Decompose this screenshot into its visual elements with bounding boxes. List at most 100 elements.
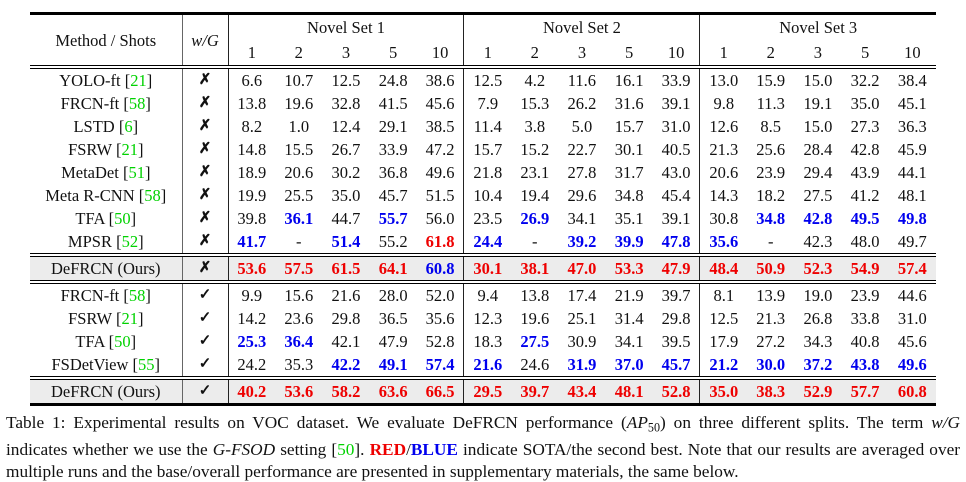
score-cell: 27.3: [850, 117, 880, 136]
score-cell: 35.0: [699, 378, 748, 405]
score-cell: 31.9: [558, 353, 606, 380]
score-cell: 26.9: [520, 209, 550, 228]
citation-ref[interactable]: 58: [128, 286, 146, 305]
score-cell: 45.9: [897, 140, 927, 159]
shot-column-header: 5: [369, 40, 417, 69]
citation-ref[interactable]: 50: [114, 332, 131, 351]
score-cell: 38.4: [897, 71, 927, 90]
table-row: TFA [50] ✓ 25.3 36.4 42.1 47.9 52.8 18.3 27.5 30.…: [30, 330, 936, 353]
method-name: YOLO-ft [21]: [59, 71, 153, 90]
citation-ref[interactable]: 58: [128, 94, 146, 113]
score-cell: 20.6: [284, 163, 314, 182]
score-cell: 9.4: [463, 282, 512, 307]
score-cell: 61.5: [322, 255, 370, 284]
score-cell: 29.1: [378, 117, 408, 136]
citation-ref[interactable]: 50: [114, 209, 131, 228]
score-cell: -: [275, 230, 323, 257]
score-cell: 12.6: [699, 115, 748, 138]
method-name: MetaDet [51]: [61, 163, 151, 182]
citation-ref[interactable]: 55: [138, 355, 155, 374]
citation-ref[interactable]: 52: [121, 232, 139, 251]
score-cell: 29.5: [463, 378, 512, 405]
score-cell: 52.3: [794, 255, 842, 284]
score-cell: 57.4: [888, 255, 936, 284]
score-cell: 34.8: [756, 209, 786, 228]
score-cell: 9.8: [699, 92, 748, 115]
table-row: FRCN-ft [58] ✗ 13.8 19.6 32.8 41.5 45.6 7.9 15.3…: [30, 92, 936, 115]
citation-ref[interactable]: 21: [130, 71, 147, 90]
citation-ref[interactable]: 21: [121, 309, 138, 328]
score-cell: 49.6: [425, 163, 455, 182]
score-cell: 47.9: [652, 255, 700, 284]
score-cell: 5.0: [571, 117, 593, 136]
score-cell: 32.8: [331, 94, 361, 113]
table-row: YOLO-ft [21] ✗ 6.6 10.7 12.5 24.8 38.6 12.5 4.2 1…: [30, 67, 936, 92]
score-cell: 39.9: [605, 230, 653, 257]
score-cell: 57.7: [850, 382, 880, 401]
score-cell: 60.8: [416, 255, 464, 284]
score-cell: 29.8: [661, 309, 691, 328]
score-cell: 38.5: [425, 117, 455, 136]
score-cell: 11.3: [756, 94, 785, 113]
table-row: FSRW [21] ✓ 14.2 23.6 29.8 36.5 35.6 12.3 19.6 25…: [30, 307, 936, 330]
shots-row: 1 2 3 5 10 1 2 3 5 10 1 2 3 5 10: [30, 40, 936, 69]
score-cell: 48.1: [614, 382, 644, 401]
score-cell: 51.4: [322, 230, 370, 257]
score-cell: 52.0: [425, 286, 455, 305]
score-cell: 38.1: [511, 255, 559, 284]
citation-ref[interactable]: 51: [128, 163, 145, 182]
caption-text: indicates whether we use the: [6, 440, 213, 460]
score-cell: 34.3: [803, 332, 833, 351]
shot-column-header: 5: [841, 40, 889, 69]
citation-ref[interactable]: 58: [144, 186, 161, 205]
score-cell: 21.6: [463, 353, 512, 380]
score-cell: 33.8: [850, 309, 880, 328]
score-cell: 23.9: [756, 163, 786, 182]
check-icon: ✓: [181, 353, 229, 380]
score-cell: 28.4: [803, 140, 833, 159]
score-cell: 15.7: [463, 138, 512, 161]
table-row: MetaDet [51] ✗ 18.9 20.6 30.2 36.8 49.6 21.8 23.…: [30, 161, 936, 184]
citation-ref[interactable]: 50: [337, 440, 355, 460]
score-cell: 23.5: [463, 207, 512, 230]
caption-ap-subscript: 50: [647, 420, 661, 435]
score-cell: 41.7: [227, 230, 276, 257]
check-icon: ✓: [181, 378, 229, 405]
score-cell: 43.0: [661, 163, 691, 182]
score-cell: 63.6: [378, 382, 408, 401]
score-cell: 21.6: [331, 286, 361, 305]
caption-text: ].: [354, 440, 370, 460]
score-cell: 40.2: [227, 378, 276, 405]
method-name: FSRW [21]: [68, 309, 144, 328]
score-cell: 27.2: [756, 332, 786, 351]
score-cell: 23.6: [284, 309, 314, 328]
method-name: FRCN-ft [58]: [60, 94, 151, 113]
score-cell: 21.2: [699, 353, 748, 380]
cross-icon: ✗: [181, 161, 229, 184]
citation-ref[interactable]: 21: [121, 140, 138, 159]
score-cell: 29.6: [567, 186, 597, 205]
score-cell: 42.8: [850, 140, 880, 159]
score-cell: 19.6: [284, 94, 314, 113]
score-cell: 21.8: [463, 161, 512, 184]
score-cell: 25.5: [284, 186, 314, 205]
citation-ref[interactable]: 6: [124, 117, 133, 136]
score-cell: 34.1: [614, 332, 644, 351]
table-row: LSTD [6] ✗ 8.2 1.0 12.4 29.1 38.5 11.4 3.8 5.0 15.…: [30, 115, 936, 138]
score-cell: 21.9: [614, 286, 644, 305]
score-cell: 19.0: [803, 286, 833, 305]
method-name: DeFRCN (Ours): [50, 382, 161, 401]
score-cell: 50.9: [747, 255, 795, 284]
caption-text: ) on three different splits. The term: [660, 413, 932, 432]
score-cell: 58.2: [331, 382, 361, 401]
score-cell: 12.5: [331, 71, 361, 90]
score-cell: 41.2: [850, 186, 880, 205]
score-cell: 33.9: [661, 71, 691, 90]
score-cell: -: [747, 230, 795, 257]
score-cell: 55.7: [378, 209, 408, 228]
caption-text: /: [406, 440, 411, 460]
method-name: TFA [50]: [75, 332, 137, 351]
score-cell: 36.4: [284, 332, 314, 351]
table-caption: Table 1: Experimental results on VOC dat…: [6, 412, 960, 482]
